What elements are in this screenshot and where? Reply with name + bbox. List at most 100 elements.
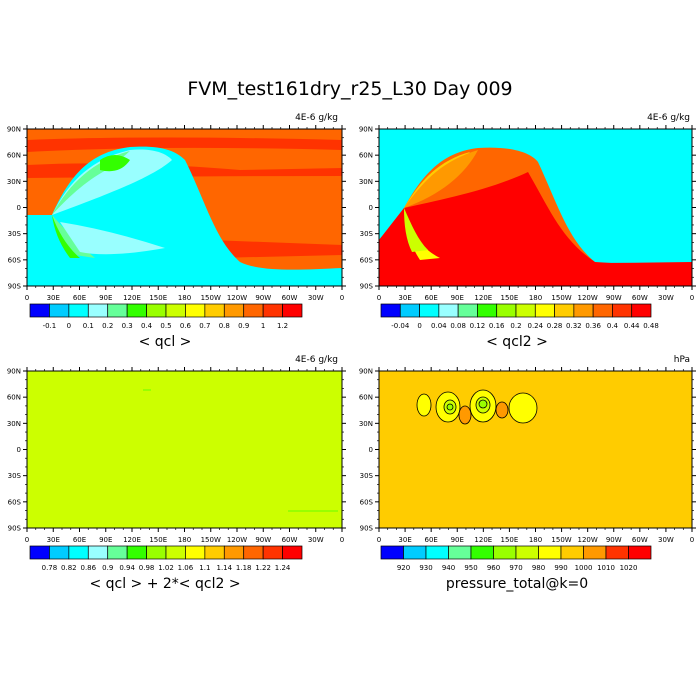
map-field-sum <box>27 371 342 528</box>
colorbar-swatch <box>628 545 652 560</box>
colorbar-label: 920 <box>397 564 410 572</box>
x-tick-label: 150W <box>551 536 571 544</box>
y-tick-label: 0 <box>17 204 21 212</box>
panel-title-qcl2: < qcl2 > <box>486 334 548 350</box>
colorbar-swatch <box>204 303 225 318</box>
colorbar-label: 1.18 <box>236 564 252 572</box>
colorbar-swatch <box>29 545 50 560</box>
colorbar-label: 990 <box>554 564 567 572</box>
y-tick-label: 30S <box>8 230 22 238</box>
y-tick-label: 0 <box>369 446 373 454</box>
colorbar-label: 1020 <box>620 564 638 572</box>
y-tick-label: 60N <box>7 152 21 160</box>
y-tick-label: 30S <box>8 472 22 480</box>
x-tick-label: 60E <box>424 536 437 544</box>
colorbar-swatch <box>612 303 633 318</box>
x-tick-label: 90W <box>255 294 271 302</box>
colorbar-swatch <box>107 545 128 560</box>
x-tick-label: 120E <box>123 294 141 302</box>
colorbar-swatch <box>448 545 472 560</box>
colorbar-label: 1000 <box>575 564 593 572</box>
colorbar-swatch <box>438 303 459 318</box>
colorbar-label: 0.28 <box>547 322 563 330</box>
y-tick-label: 60N <box>359 152 373 160</box>
colorbar-label: 0.7 <box>199 322 210 330</box>
colorbar-label: 0.3 <box>122 322 133 330</box>
y-tick-label: 60S <box>8 256 22 264</box>
panel-title-pressure: pressure_total@k=0 <box>445 576 589 592</box>
x-tick-label: 0 <box>690 536 694 544</box>
y-tick-label: 90S <box>8 283 22 291</box>
colorbar-swatch <box>185 545 206 560</box>
colorbar-label: 940 <box>442 564 455 572</box>
colorbar-swatch <box>126 545 147 560</box>
colorbar-swatch <box>29 303 50 318</box>
colorbar-swatch <box>457 303 478 318</box>
colorbar-swatch <box>560 545 584 560</box>
y-tick-label: 30S <box>360 230 374 238</box>
y-tick-label: 60S <box>360 498 374 506</box>
panel-title-qcl: < qcl > <box>138 334 192 350</box>
colorbar-label: 1.22 <box>255 564 271 572</box>
colorbar-swatch <box>68 303 89 318</box>
x-tick-label: 120E <box>474 294 492 302</box>
y-tick-label: 30N <box>359 178 373 186</box>
units-label-qcl: 4E-6 g/kg <box>295 113 338 123</box>
colorbar-label: 930 <box>419 564 432 572</box>
colorbar-label: -0.04 <box>391 322 410 330</box>
x-tick-label: 180 <box>529 294 542 302</box>
x-tick-label: 90W <box>255 536 271 544</box>
colorbar-swatch <box>243 545 264 560</box>
colorbar-swatch <box>403 545 427 560</box>
figure-title: FVM_test161dry_r25_L30 Day 009 <box>187 78 513 100</box>
colorbar-swatch <box>223 303 245 318</box>
colorbar-swatch <box>583 545 607 560</box>
y-tick-label: 90N <box>7 126 21 134</box>
colorbar-label: 0.32 <box>566 322 582 330</box>
x-tick-label: 60W <box>632 536 648 544</box>
colorbar-label: 0.98 <box>139 564 155 572</box>
colorbar-swatch <box>165 545 186 560</box>
colorbar-label: 0.24 <box>527 322 543 330</box>
x-tick-label: 0 <box>340 294 344 302</box>
y-tick-label: 90S <box>360 283 374 291</box>
colorbar-swatch <box>204 545 225 560</box>
x-tick-label: 30W <box>658 294 674 302</box>
x-tick-label: 30W <box>308 294 324 302</box>
colorbar-label: 0.48 <box>643 322 659 330</box>
x-tick-label: 60E <box>73 294 86 302</box>
colorbar-swatch <box>146 545 167 560</box>
x-tick-label: 90E <box>99 536 112 544</box>
x-tick-label: 60W <box>282 294 298 302</box>
colorbar-label: 0.08 <box>450 322 466 330</box>
colorbar-label: 0.16 <box>489 322 505 330</box>
y-tick-label: 30N <box>7 178 21 186</box>
colorbar-label: 980 <box>532 564 545 572</box>
y-tick-label: 30N <box>7 420 21 428</box>
x-tick-label: 150E <box>501 536 519 544</box>
x-tick-label: 120E <box>123 536 141 544</box>
x-tick-label: 120W <box>578 294 598 302</box>
colorbar-swatch <box>146 303 167 318</box>
x-tick-label: 0 <box>377 294 381 302</box>
colorbar-label: 950 <box>464 564 477 572</box>
x-tick-label: 60E <box>73 536 86 544</box>
colorbar-label: 1.02 <box>158 564 174 572</box>
colorbar-label: 0.9 <box>102 564 113 572</box>
x-tick-label: 30W <box>308 536 324 544</box>
colorbar-swatch <box>282 303 303 318</box>
colorbar-swatch <box>573 303 594 318</box>
x-tick-label: 30E <box>47 536 60 544</box>
colorbar-label: 0.36 <box>585 322 601 330</box>
x-tick-label: 30E <box>398 536 411 544</box>
x-tick-label: 30E <box>47 294 60 302</box>
colorbar-swatch <box>515 303 536 318</box>
x-tick-label: 180 <box>178 294 191 302</box>
colorbar-swatch <box>262 545 283 560</box>
y-tick-label: 30S <box>360 472 374 480</box>
colorbar-swatch <box>605 545 629 560</box>
x-tick-label: 30W <box>658 536 674 544</box>
x-tick-label: 90W <box>606 536 622 544</box>
colorbar-label: 1.14 <box>216 564 232 572</box>
colorbar-label: 0.86 <box>80 564 96 572</box>
